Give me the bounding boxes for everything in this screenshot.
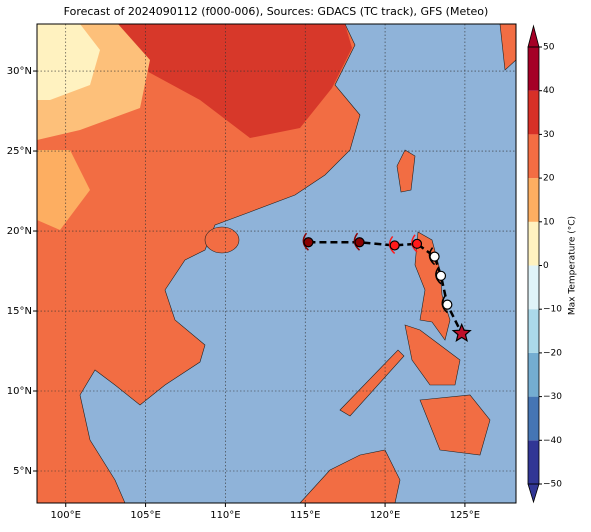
x-tick-label: 120°E	[370, 510, 400, 521]
track-point	[354, 237, 365, 248]
track-point	[435, 270, 447, 281]
colorbar-tick-label: −50	[543, 480, 562, 490]
borneo	[299, 449, 401, 503]
y-tick-label: 25°N	[7, 146, 32, 157]
map-frame	[36, 23, 517, 504]
colorbar-tick-label: −40	[543, 436, 562, 446]
colorbar-label: Max Temperature (°C)	[568, 216, 578, 315]
taiwan	[396, 149, 416, 193]
colorbar-band	[528, 47, 539, 91]
track-point	[411, 238, 423, 249]
palawan	[339, 349, 405, 417]
track-point	[429, 251, 440, 262]
mindanao	[419, 394, 491, 456]
colorbar-band	[528, 221, 539, 266]
colorbar-tick-label: −30	[543, 392, 562, 402]
colorbar-tick-label: 10	[543, 217, 555, 227]
chart-title: Forecast of 2024090112 (f000-006), Sourc…	[64, 5, 489, 18]
x-tick-label: 100°E	[51, 510, 81, 521]
colorbar-band	[528, 178, 539, 222]
x-tick-label: 115°E	[290, 510, 320, 521]
y-tick-label: 20°N	[7, 226, 32, 237]
colorbar-tick-label: 20	[543, 174, 555, 184]
colorbar-tick-label: −20	[543, 348, 562, 358]
highland	[37, 150, 90, 230]
hainan	[204, 226, 240, 254]
colorbar-band	[528, 90, 539, 135]
colorbar-band	[528, 396, 539, 441]
colorbar-band	[528, 440, 539, 484]
colorbar-tick-label: 0	[543, 261, 549, 271]
colorbar-tick-label: 30	[543, 130, 555, 140]
track-point	[389, 240, 400, 251]
colorbar-band	[528, 352, 539, 397]
y-tick-label: 10°N	[7, 386, 32, 397]
warm-region	[110, 24, 352, 138]
y-tick-label: 15°N	[7, 306, 32, 317]
x-tick-label: 110°E	[210, 510, 240, 521]
track-line	[308, 240, 463, 334]
y-tick-label: 5°N	[13, 466, 32, 477]
x-tick-label: 125°E	[450, 510, 480, 521]
colorbar-tick-label: 40	[543, 86, 555, 96]
y-tick-label: 30°N	[7, 66, 32, 77]
cold-region	[37, 24, 100, 100]
track-current	[451, 322, 472, 342]
colorbar-band	[528, 265, 539, 310]
mainland	[37, 24, 361, 503]
japan	[499, 24, 516, 71]
colorbar-extend-bottom	[527, 483, 540, 504]
x-tick-label: 105°E	[130, 510, 160, 521]
colorbar-extend-top	[527, 24, 540, 48]
colorbar-band	[528, 309, 539, 353]
track-point	[303, 237, 314, 248]
visayas	[404, 324, 461, 386]
map-area	[37, 24, 516, 503]
track-point	[442, 299, 453, 310]
colorbar-band	[528, 134, 539, 179]
colorbar-tick-label: −10	[543, 305, 562, 315]
colorbar-tick-label: 50	[543, 43, 555, 53]
